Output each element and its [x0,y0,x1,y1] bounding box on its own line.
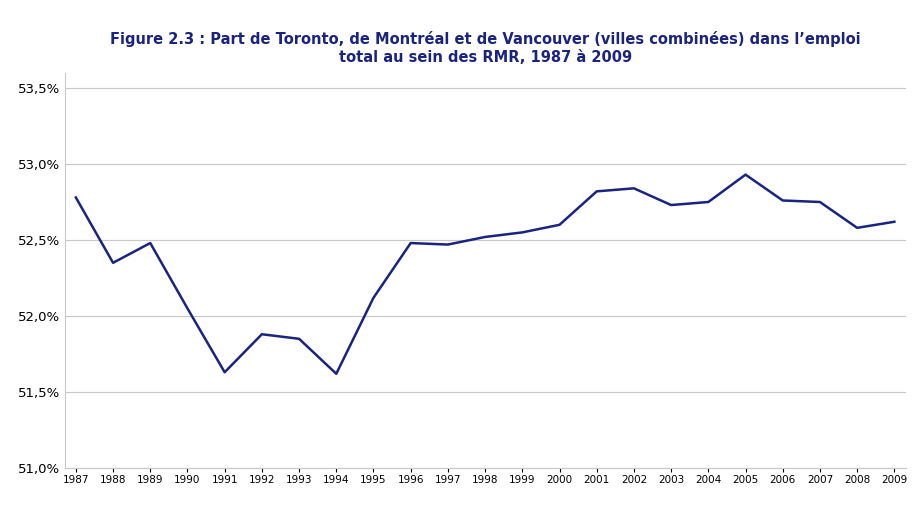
Title: Figure 2.3 : Part de Toronto, de Montréal et de Vancouver (villes combinées) dan: Figure 2.3 : Part de Toronto, de Montréa… [110,31,860,64]
